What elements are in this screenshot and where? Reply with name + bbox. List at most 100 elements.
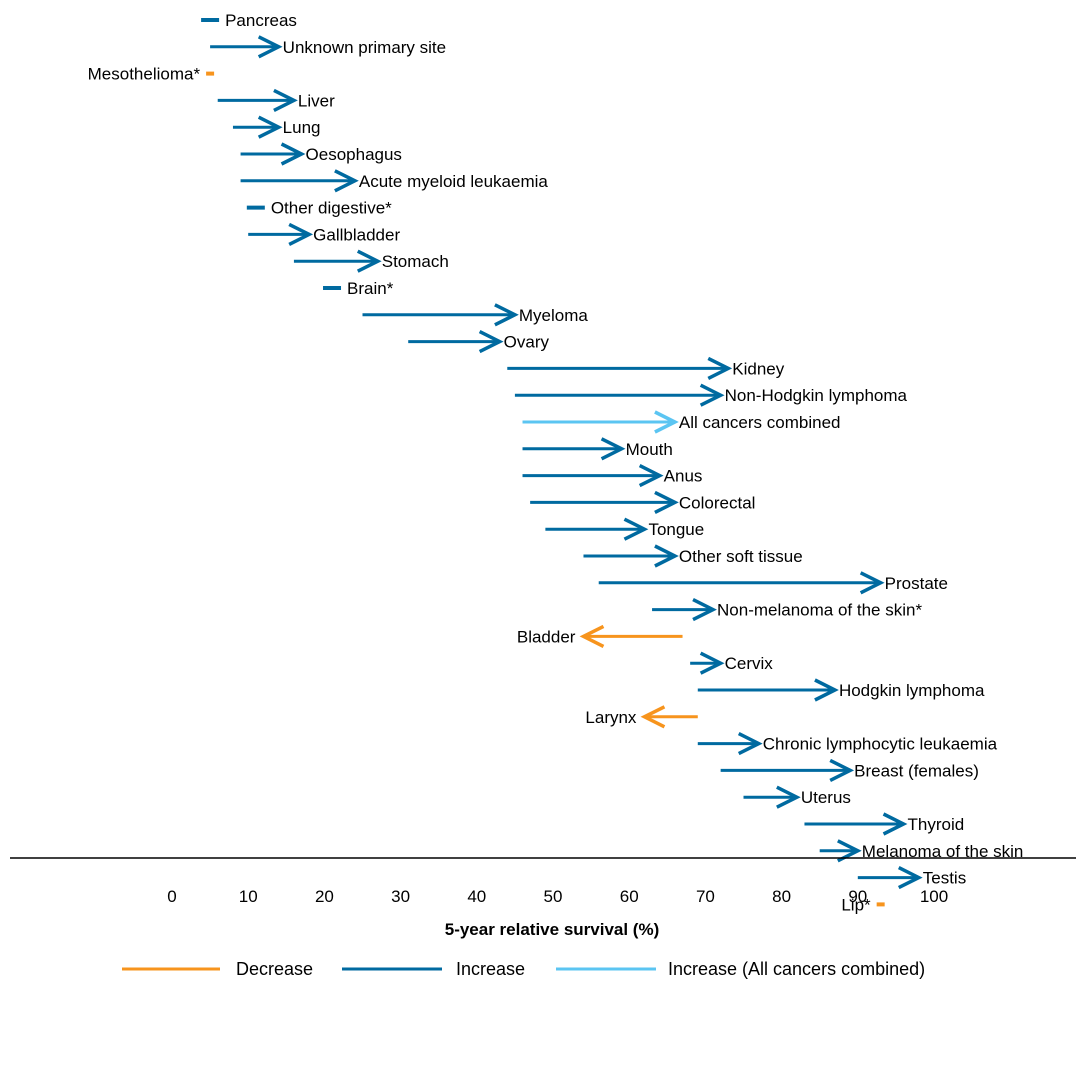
x-axis-title: 5-year relative survival (%) bbox=[445, 920, 660, 939]
category-label: Larynx bbox=[585, 708, 637, 727]
arrow-row: Other digestive* bbox=[246, 199, 392, 218]
category-label: Stomach bbox=[382, 252, 449, 271]
category-label: Tongue bbox=[648, 520, 704, 539]
category-label: Bladder bbox=[517, 627, 576, 646]
category-label: Other soft tissue bbox=[679, 547, 803, 566]
arrow-head bbox=[257, 35, 283, 59]
category-label: Kidney bbox=[732, 359, 784, 378]
arrow-head bbox=[334, 169, 359, 193]
arrow-row: Gallbladder bbox=[248, 222, 400, 246]
arrow-row: Uterus bbox=[743, 785, 851, 809]
arrow-row: Stomach bbox=[293, 249, 449, 273]
category-label: Anus bbox=[664, 467, 703, 486]
arrow-row: Non-melanoma of the skin* bbox=[652, 598, 922, 622]
arrow-row: Mesothelioma* bbox=[88, 65, 215, 84]
arrow-row: Testis bbox=[857, 866, 966, 890]
category-label: Prostate bbox=[885, 574, 948, 593]
arrow-head bbox=[640, 705, 666, 729]
legend-item-increase: Increase bbox=[342, 959, 525, 979]
x-tick-label: 70 bbox=[696, 887, 715, 906]
arrow-row: Anus bbox=[522, 464, 703, 488]
arrow-head bbox=[638, 464, 664, 488]
arrow-row: Myeloma bbox=[362, 303, 589, 327]
arrow-head bbox=[257, 115, 283, 139]
arrow-row: Lip* bbox=[841, 895, 885, 914]
category-label: Gallbladder bbox=[313, 225, 400, 244]
category-label: Myeloma bbox=[519, 306, 589, 325]
category-label: Cervix bbox=[725, 654, 774, 673]
legend: Decrease Increase Increase (All cancers co… bbox=[122, 959, 925, 979]
arrow-head bbox=[737, 732, 763, 756]
arrow-head bbox=[654, 544, 679, 568]
category-label: Liver bbox=[298, 91, 335, 110]
arrow-row: Lung bbox=[232, 115, 321, 139]
arrow-head bbox=[859, 571, 885, 595]
arrow-head bbox=[654, 490, 679, 514]
arrow-head bbox=[776, 785, 801, 809]
arrow-row: Tongue bbox=[545, 517, 704, 541]
category-label: Thyroid bbox=[908, 815, 965, 834]
x-tick-label: 20 bbox=[315, 887, 334, 906]
category-label: Chronic lymphocytic leukaemia bbox=[763, 735, 998, 754]
category-label: Lip* bbox=[841, 895, 871, 914]
x-tick-label: 0 bbox=[167, 887, 176, 906]
arrow-head bbox=[273, 88, 298, 112]
category-label: Breast (females) bbox=[854, 761, 979, 780]
category-label: Uterus bbox=[801, 788, 851, 807]
category-label: Testis bbox=[923, 869, 966, 888]
category-label: Non-Hodgkin lymphoma bbox=[725, 386, 908, 405]
arrow-head bbox=[699, 651, 725, 675]
category-label: All cancers combined bbox=[679, 413, 841, 432]
category-label: Mesothelioma* bbox=[88, 65, 201, 84]
x-tick-label: 40 bbox=[467, 887, 486, 906]
x-tick-label: 80 bbox=[772, 887, 791, 906]
arrow-head bbox=[288, 222, 314, 246]
legend-label: Increase (All cancers combined) bbox=[668, 959, 925, 979]
arrow-row: Colorectal bbox=[530, 490, 755, 514]
arrow-row: Thyroid bbox=[804, 812, 965, 836]
arrow-head bbox=[829, 758, 855, 782]
x-tick-label: 10 bbox=[239, 887, 258, 906]
arrow-row: Bladder bbox=[517, 624, 683, 648]
arrow-row: Pancreas bbox=[201, 11, 297, 30]
arrow-head bbox=[356, 249, 382, 273]
legend-item-all: Increase (All cancers combined) bbox=[556, 959, 925, 979]
arrow-head bbox=[692, 598, 717, 622]
arrow-head bbox=[882, 812, 908, 836]
category-label: Brain* bbox=[347, 279, 394, 298]
legend-label: Decrease bbox=[236, 959, 313, 979]
arrow-head bbox=[494, 303, 519, 327]
arrow-row: Unknown primary site bbox=[210, 35, 446, 59]
arrow-head bbox=[623, 517, 649, 541]
arrow-head bbox=[897, 866, 923, 890]
arrow-head bbox=[814, 678, 839, 702]
arrow-row: Larynx bbox=[585, 705, 698, 729]
arrow-row: Chronic lymphocytic leukaemia bbox=[697, 732, 998, 756]
category-label: Lung bbox=[283, 118, 321, 137]
arrow-row: Kidney bbox=[507, 356, 785, 380]
arrow-row: Ovary bbox=[408, 330, 550, 354]
category-label: Oesophagus bbox=[306, 145, 402, 164]
x-tick-label: 60 bbox=[620, 887, 639, 906]
category-label: Pancreas bbox=[225, 11, 297, 30]
arrow-row: Breast (females) bbox=[720, 758, 979, 782]
category-label: Other digestive* bbox=[271, 199, 392, 218]
arrow-row: Oesophagus bbox=[240, 142, 402, 166]
arrow-head bbox=[699, 383, 725, 407]
arrow-row: Liver bbox=[217, 88, 335, 112]
arrow-row: Hodgkin lymphoma bbox=[697, 678, 985, 702]
arrow-row: Prostate bbox=[598, 571, 948, 595]
arrow-row: All cancers combined bbox=[522, 410, 841, 434]
x-tick-label: 50 bbox=[544, 887, 563, 906]
arrow-head bbox=[654, 410, 679, 434]
arrow-row: Brain* bbox=[323, 279, 394, 298]
x-tick-label: 30 bbox=[391, 887, 410, 906]
arrow-head bbox=[478, 330, 504, 354]
category-label: Mouth bbox=[626, 440, 673, 459]
category-label: Ovary bbox=[504, 333, 550, 352]
category-label: Melanoma of the skin bbox=[862, 842, 1024, 861]
x-axis-ticks: 0 10 20 30 40 50 60 70 80 90 100 bbox=[167, 887, 948, 906]
arrow-row: Non-Hodgkin lymphoma bbox=[514, 383, 908, 407]
arrow-head bbox=[600, 437, 626, 461]
